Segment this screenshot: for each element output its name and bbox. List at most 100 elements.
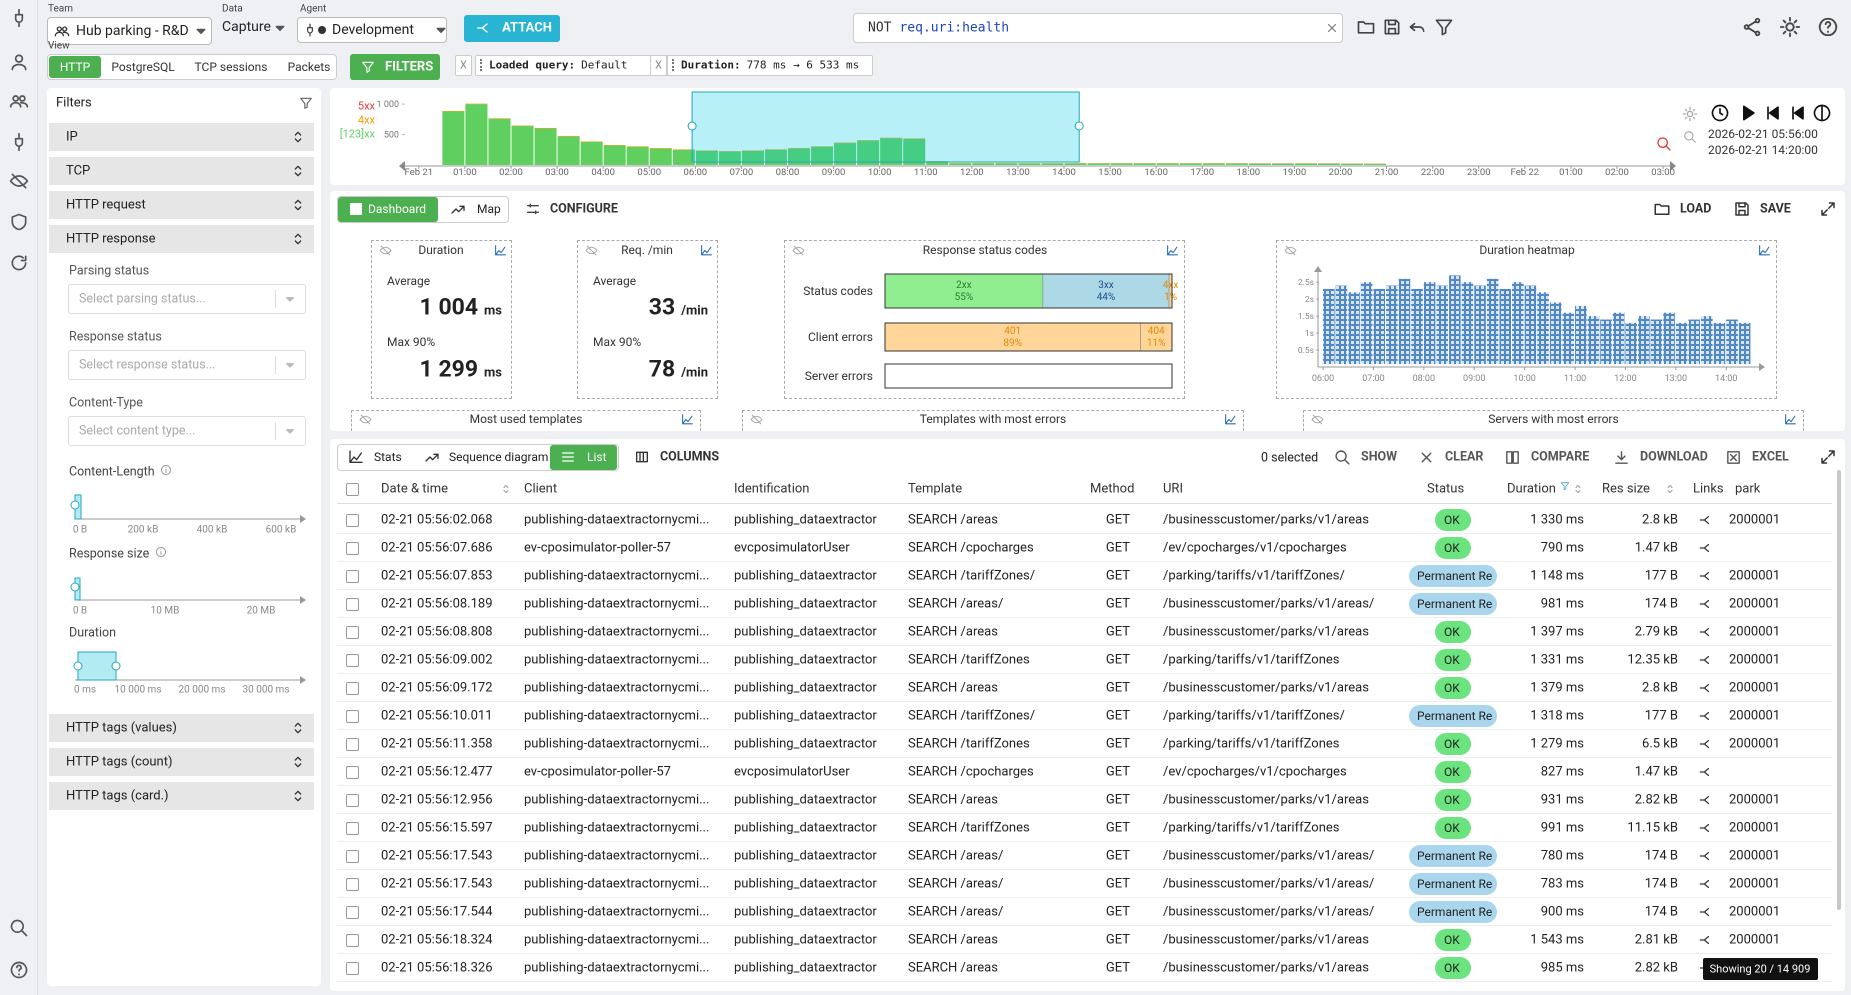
- chip-close-label: X: [655, 58, 662, 72]
- filter-section[interactable]: [49, 157, 314, 185]
- list-tab[interactable]: List: [587, 450, 607, 464]
- icon: [1758, 244, 1770, 255]
- slider-tick-label: 30 000 ms: [242, 684, 290, 696]
- chip-dots: [480, 59, 483, 71]
- column-header[interactable]: Status: [1427, 481, 1465, 497]
- dash-tab[interactable]: Map: [477, 202, 501, 216]
- save-button[interactable]: SAVE: [1760, 201, 1791, 217]
- checkbox[interactable]: [346, 906, 359, 919]
- view-tab[interactable]: PostgreSQL: [111, 60, 175, 74]
- action-button[interactable]: EXCEL: [1752, 449, 1789, 465]
- section-label: HTTP tags (values): [66, 720, 177, 736]
- checkbox[interactable]: [346, 483, 359, 496]
- checkbox[interactable]: [346, 794, 359, 807]
- cell-identification: publishing_dataextractor: [734, 652, 877, 668]
- list-tab[interactable]: Stats: [374, 450, 402, 464]
- column-header[interactable]: park: [1735, 481, 1761, 497]
- view-tab[interactable]: Packets: [287, 60, 331, 74]
- list-tabs: [337, 444, 619, 471]
- action-button[interactable]: CLEAR: [1445, 449, 1484, 465]
- column-header[interactable]: Identification: [734, 481, 810, 497]
- select[interactable]: [68, 416, 306, 446]
- icon: [562, 452, 574, 462]
- checkbox[interactable]: [346, 822, 359, 835]
- slider-tick-label: 0 ms: [73, 684, 97, 696]
- checkbox[interactable]: [346, 738, 359, 751]
- cell-date: 02-21 05:56:15.597: [381, 820, 493, 836]
- checkbox[interactable]: [346, 766, 359, 779]
- checkbox[interactable]: [346, 654, 359, 667]
- search-box[interactable]: [853, 13, 1343, 43]
- dash-tab[interactable]: Dashboard: [368, 202, 427, 216]
- field-label: Parsing status: [69, 263, 150, 279]
- status-pill: OK: [1435, 649, 1471, 671]
- icon: [196, 28, 206, 34]
- filter-section[interactable]: [49, 748, 314, 776]
- cell-client: publishing-dataextractornycmi...: [524, 960, 710, 976]
- action-button[interactable]: COMPARE: [1531, 449, 1590, 465]
- column-header[interactable]: Links: [1693, 481, 1724, 497]
- icon: [503, 485, 509, 493]
- filters-button[interactable]: [350, 54, 440, 80]
- row-rule: [337, 757, 1832, 758]
- icon: [750, 414, 762, 424]
- tab-active[interactable]: [550, 445, 617, 470]
- action-button[interactable]: SHOW: [1361, 449, 1398, 465]
- load-button[interactable]: LOAD: [1680, 201, 1712, 217]
- select[interactable]: [68, 284, 306, 314]
- row-rule: [337, 897, 1832, 898]
- view-tab[interactable]: HTTP: [59, 60, 91, 74]
- slider-tick-label: 0 B: [72, 605, 88, 617]
- cell-client: ev-cposimulator-poller-57: [524, 540, 671, 556]
- filter-section[interactable]: [49, 123, 314, 151]
- configure-button[interactable]: CONFIGURE: [550, 201, 618, 217]
- checkbox[interactable]: [346, 598, 359, 611]
- widget-title: Duration heatmap: [1479, 243, 1575, 257]
- query: NOT req.uri:health: [868, 21, 1009, 36]
- cell-client: publishing-dataextractornycmi...: [524, 904, 710, 920]
- column-header[interactable]: Duration: [1507, 481, 1556, 497]
- cell-park: 2000001: [1729, 680, 1781, 696]
- view-tab[interactable]: TCP sessions: [194, 60, 268, 74]
- select-placeholder: Select content type...: [79, 423, 196, 439]
- cell-client: ev-cposimulator-poller-57: [524, 764, 671, 780]
- data-value[interactable]: Capture: [222, 19, 271, 35]
- columns-button[interactable]: COLUMNS: [660, 449, 720, 465]
- stat-unit: ms: [484, 303, 502, 319]
- checkbox[interactable]: [346, 626, 359, 639]
- icon: [700, 244, 712, 255]
- team-select[interactable]: [47, 17, 212, 45]
- checkbox[interactable]: [346, 514, 359, 527]
- cell-identification: publishing_dataextractor: [734, 680, 877, 696]
- filter-section[interactable]: [49, 714, 314, 742]
- filter-section[interactable]: [49, 225, 314, 253]
- column-header[interactable]: Client: [524, 481, 558, 497]
- column-header[interactable]: Date & time: [381, 481, 448, 497]
- checkbox[interactable]: [346, 682, 359, 695]
- checkbox[interactable]: [346, 962, 359, 975]
- chip-close[interactable]: [455, 55, 472, 76]
- filter-section[interactable]: [49, 782, 314, 810]
- filter-section[interactable]: [49, 191, 314, 219]
- cell-template: SEARCH /tariffZones: [908, 736, 1030, 752]
- checkbox[interactable]: [346, 542, 359, 555]
- select[interactable]: [68, 350, 306, 380]
- column-header[interactable]: URI: [1163, 481, 1183, 497]
- checkbox[interactable]: [346, 934, 359, 947]
- cell-method: GET: [1105, 876, 1131, 892]
- list-tab[interactable]: Sequence diagram: [449, 450, 549, 464]
- cell-duration: 931 ms: [1540, 792, 1584, 808]
- column-header[interactable]: Method: [1090, 481, 1135, 497]
- tab-active[interactable]: [49, 56, 101, 78]
- action-button[interactable]: DOWNLOAD: [1640, 449, 1708, 465]
- column-header[interactable]: Res size: [1602, 481, 1650, 497]
- agent-select[interactable]: [297, 17, 447, 43]
- column-header[interactable]: Template: [908, 481, 963, 497]
- range-start: 2026-02-21 05:56:00: [1708, 127, 1818, 141]
- icon: [1699, 627, 1710, 637]
- checkbox[interactable]: [346, 850, 359, 863]
- checkbox[interactable]: [346, 570, 359, 583]
- checkbox[interactable]: [346, 878, 359, 891]
- chip-close[interactable]: [650, 55, 667, 76]
- checkbox[interactable]: [346, 710, 359, 723]
